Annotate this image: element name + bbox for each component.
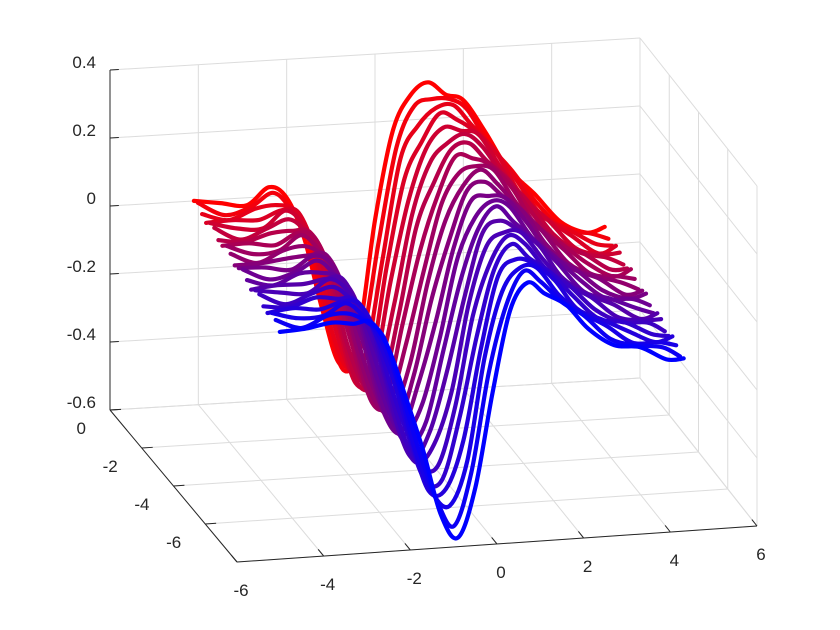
z-tick-label: 0 xyxy=(87,189,96,208)
z-tick-label: 0.4 xyxy=(72,53,96,72)
y-tick-label: 0 xyxy=(77,419,86,438)
series-curve xyxy=(212,131,626,393)
series-curve xyxy=(224,163,637,413)
z-axis-tick xyxy=(109,408,119,411)
series-curve xyxy=(257,232,667,474)
z-axis-tick xyxy=(109,68,119,71)
x-tick-label: 6 xyxy=(756,545,765,564)
back-wall-grid-line-z xyxy=(109,37,641,71)
y-axis-tick xyxy=(205,522,217,525)
series-curve xyxy=(269,262,679,510)
z-tick-label: -0.6 xyxy=(67,393,96,412)
tick-labels: -6 -4 -2 0 2 4 6 0 -2 -4 -6 0.4 0.2 0 -0.2 -0.4 -0.6 xyxy=(67,53,766,600)
y-axis-tick xyxy=(141,446,153,449)
x-tick-label: -2 xyxy=(407,569,422,588)
x-tick-label: 4 xyxy=(670,551,679,570)
series-curve xyxy=(236,193,649,436)
x-tick-label: 2 xyxy=(583,557,592,576)
series-curve xyxy=(208,124,622,390)
right-wall-grid-line-z xyxy=(639,241,758,391)
z-axis-tick xyxy=(109,136,119,139)
z-tick-label: 0.2 xyxy=(72,121,96,140)
series-curve xyxy=(228,167,641,416)
series-curve xyxy=(277,280,686,541)
series-curve xyxy=(265,256,675,499)
right-wall-grid-line-z xyxy=(639,105,758,255)
y-tick-label: -4 xyxy=(134,495,149,514)
z-axis-tick xyxy=(109,204,119,207)
z-tick-label: -0.2 xyxy=(67,257,96,276)
series-curve xyxy=(273,268,683,529)
x-tick-label: 0 xyxy=(496,563,505,582)
z-axis-tick xyxy=(109,340,119,343)
x-axis-tick xyxy=(404,543,411,551)
series-curve xyxy=(240,198,652,438)
x-axis-tick xyxy=(317,549,325,557)
x-tick-label: -4 xyxy=(320,575,335,594)
right-wall-grid-line-z xyxy=(639,37,758,187)
right-wall-grid-line-z xyxy=(639,377,758,527)
axes-layer xyxy=(109,68,758,563)
z-tick-label: -0.4 xyxy=(67,325,96,344)
series-curve xyxy=(261,241,671,489)
series-curve xyxy=(244,204,656,447)
x-axis-tick xyxy=(491,537,498,545)
x-axis-tick xyxy=(664,525,671,533)
series-curve xyxy=(253,227,664,466)
floor-grid-line-y xyxy=(205,488,728,525)
z-axis-tick xyxy=(109,272,119,275)
y-tick-label: -6 xyxy=(166,533,181,552)
right-wall-grid-line-z xyxy=(639,173,758,323)
series-curve xyxy=(200,101,615,374)
data-curves xyxy=(191,80,686,541)
x-tick-label: -6 xyxy=(233,581,248,600)
x-axis-tick xyxy=(751,519,758,527)
x-axis-tick xyxy=(578,531,585,539)
y-tick-label: -2 xyxy=(103,457,118,476)
y-axis-tick xyxy=(173,484,185,487)
x-axis-tick xyxy=(231,555,238,563)
series-curve xyxy=(195,95,611,374)
back-wall-grid-line-z xyxy=(109,105,641,139)
